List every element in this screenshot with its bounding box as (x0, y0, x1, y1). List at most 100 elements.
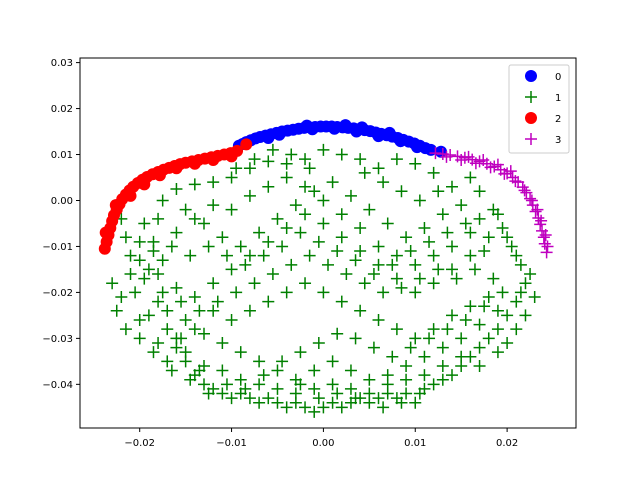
series-1-point-21 (243, 392, 256, 405)
series-1-point-190 (262, 180, 275, 193)
y-tick-label-2: 0.01 (51, 150, 73, 161)
series-1-point-221 (496, 286, 509, 299)
series-1-point-178 (478, 245, 491, 258)
series-1-point-228 (377, 286, 390, 299)
series-1-point-143 (280, 286, 293, 299)
series-1-point-116 (216, 336, 229, 349)
series-1-point-216 (404, 341, 417, 354)
series-1-point-266 (285, 148, 298, 161)
series-1-point-155 (234, 373, 247, 386)
series-1-point-257 (423, 235, 436, 248)
series-1-point-253 (349, 254, 362, 267)
legend-label-2: 2 (555, 114, 561, 125)
series-1-point-179 (464, 226, 477, 239)
series-1-point-67 (280, 157, 293, 170)
series-1-point-213 (349, 332, 362, 345)
series-3-point-28 (498, 167, 511, 180)
series-1-point-181 (427, 249, 440, 262)
series-1-point-81 (289, 199, 302, 212)
series-1-point-133 (464, 300, 477, 313)
series-1-point-77 (216, 231, 229, 244)
series-1-point-249 (276, 240, 289, 253)
series-1-point-129 (455, 332, 468, 345)
series-1-point-101 (317, 217, 330, 230)
series-1-point-170 (501, 336, 514, 349)
series-1-point-161 (344, 382, 357, 395)
series-3-point-23 (540, 246, 553, 259)
series-1-point-171 (510, 323, 523, 336)
series-1-point-139 (354, 304, 367, 317)
series-1-point-72 (188, 178, 201, 191)
series-1-point-122 (326, 355, 339, 368)
series-1-point-244 (184, 249, 197, 262)
series-0-point-49 (411, 141, 424, 154)
series-1-point-271 (331, 387, 344, 400)
series-1-point-2 (124, 249, 137, 262)
series-1-point-144 (262, 295, 275, 308)
series-2-point-33 (124, 189, 137, 202)
series-1-point-210 (294, 346, 307, 359)
series-3 (429, 147, 554, 259)
series-1-point-235 (248, 277, 261, 290)
series-0-point-46 (355, 121, 368, 134)
series-1-point-151 (161, 355, 174, 368)
series-1-point-75 (179, 203, 192, 216)
series-1-point-60 (409, 157, 422, 170)
series-2 (98, 138, 253, 255)
series-1-point-104 (262, 235, 275, 248)
series-0 (232, 119, 447, 158)
series-1-point-89 (436, 208, 449, 221)
series-1-point-7 (142, 263, 155, 276)
series-1-point-38 (400, 387, 413, 400)
series-1-point-69 (243, 162, 256, 175)
series-3-point-15 (524, 192, 537, 205)
series-1-point-29 (317, 401, 330, 414)
series-1-point-273 (294, 378, 307, 391)
x-tick-label-2: 0.00 (312, 438, 334, 449)
series-1-point-11 (152, 295, 165, 308)
series-1-point-154 (216, 364, 229, 377)
series-1-point-211 (312, 336, 325, 349)
y-tick-label-1: 0.02 (51, 104, 73, 115)
series-1-point-177 (491, 208, 504, 221)
series-1-point-80 (271, 212, 284, 225)
series-1-point-86 (381, 217, 394, 230)
series-1-point-12 (161, 323, 174, 336)
series-1-point-239 (175, 295, 188, 308)
series-1-point-263 (413, 194, 426, 207)
series-1-point-246 (220, 249, 233, 262)
series-1-point-219 (459, 313, 472, 326)
series-1-point-217 (423, 332, 436, 345)
series-1-point-117 (234, 346, 247, 359)
series-1-point-87 (400, 231, 413, 244)
series-1-point-123 (344, 364, 357, 377)
series-1-point-195 (170, 226, 183, 239)
legend-label-3: 3 (555, 135, 561, 146)
series-1-point-50 (510, 295, 523, 308)
series-1-point-243 (165, 240, 178, 253)
series-1-point-164 (400, 373, 413, 386)
series-0-point-48 (383, 126, 396, 139)
series-1-point-189 (280, 171, 293, 184)
series-3-point-33 (535, 214, 548, 227)
series-1-point-245 (202, 240, 215, 253)
y-tick-label-3: 0.00 (51, 196, 73, 207)
series-1-point-19 (225, 392, 238, 405)
series-1-point-73 (170, 182, 183, 195)
series-1-point-23 (262, 392, 275, 405)
series-1-point-277 (193, 364, 206, 377)
series-1-point-126 (400, 359, 413, 372)
series-1-point-234 (266, 268, 279, 281)
series-1-point-209 (276, 355, 289, 368)
series-1-point-100 (335, 231, 348, 244)
series-3-point-39 (504, 165, 517, 178)
series-1-point-96 (409, 286, 422, 299)
series-1-point-112 (142, 309, 155, 322)
x-axis: −0.02 −0.01 0.00 0.01 0.02 (124, 428, 518, 449)
series-1-point-274 (377, 401, 390, 414)
series-3-point-32 (531, 203, 544, 216)
series-0-point-37 (434, 145, 447, 158)
series-1-point-106 (225, 263, 238, 276)
series-1-point-169 (491, 346, 504, 359)
series-1-point-251 (312, 235, 325, 248)
